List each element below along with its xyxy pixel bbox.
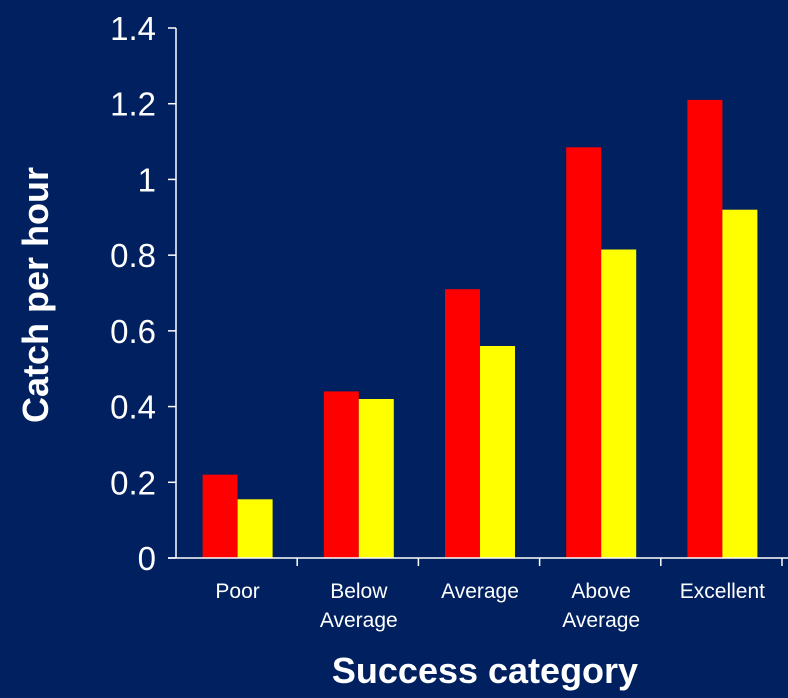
x-axis-title: Success category	[332, 650, 638, 691]
y-tick-label: 1.2	[110, 86, 156, 123]
x-tick-label: Average	[441, 580, 519, 603]
x-tick-label: Below Average	[320, 580, 398, 632]
bar-series-2-cat-1	[237, 499, 273, 558]
y-tick-label: 1.4	[110, 10, 156, 47]
bar-series-1-cat-2	[323, 391, 359, 558]
bar-series-1-cat-4	[566, 147, 602, 559]
x-tick-label: Excellent	[680, 580, 765, 603]
y-axis-title: Catch per hour	[15, 167, 56, 423]
y-tick-label: 0.2	[110, 464, 156, 501]
x-tick-label: Above Average	[562, 580, 640, 632]
bar-series-1-cat-5	[687, 99, 723, 559]
bar-series-1-cat-1	[202, 474, 238, 558]
bar-series-2-cat-4	[601, 249, 637, 558]
bar-series-2-cat-2	[358, 399, 394, 558]
y-tick-label: 0	[138, 540, 156, 577]
bar-series-2-cat-5	[722, 209, 758, 558]
y-tick-label: 0.8	[110, 237, 156, 274]
bar-series-2-cat-3	[480, 346, 515, 558]
bar-series-1-cat-3	[445, 289, 480, 558]
y-tick-label: 0.6	[110, 313, 156, 350]
x-tick-label: Poor	[215, 580, 259, 603]
y-tick-label: 1	[138, 161, 156, 198]
y-tick-label: 0.4	[110, 389, 156, 426]
